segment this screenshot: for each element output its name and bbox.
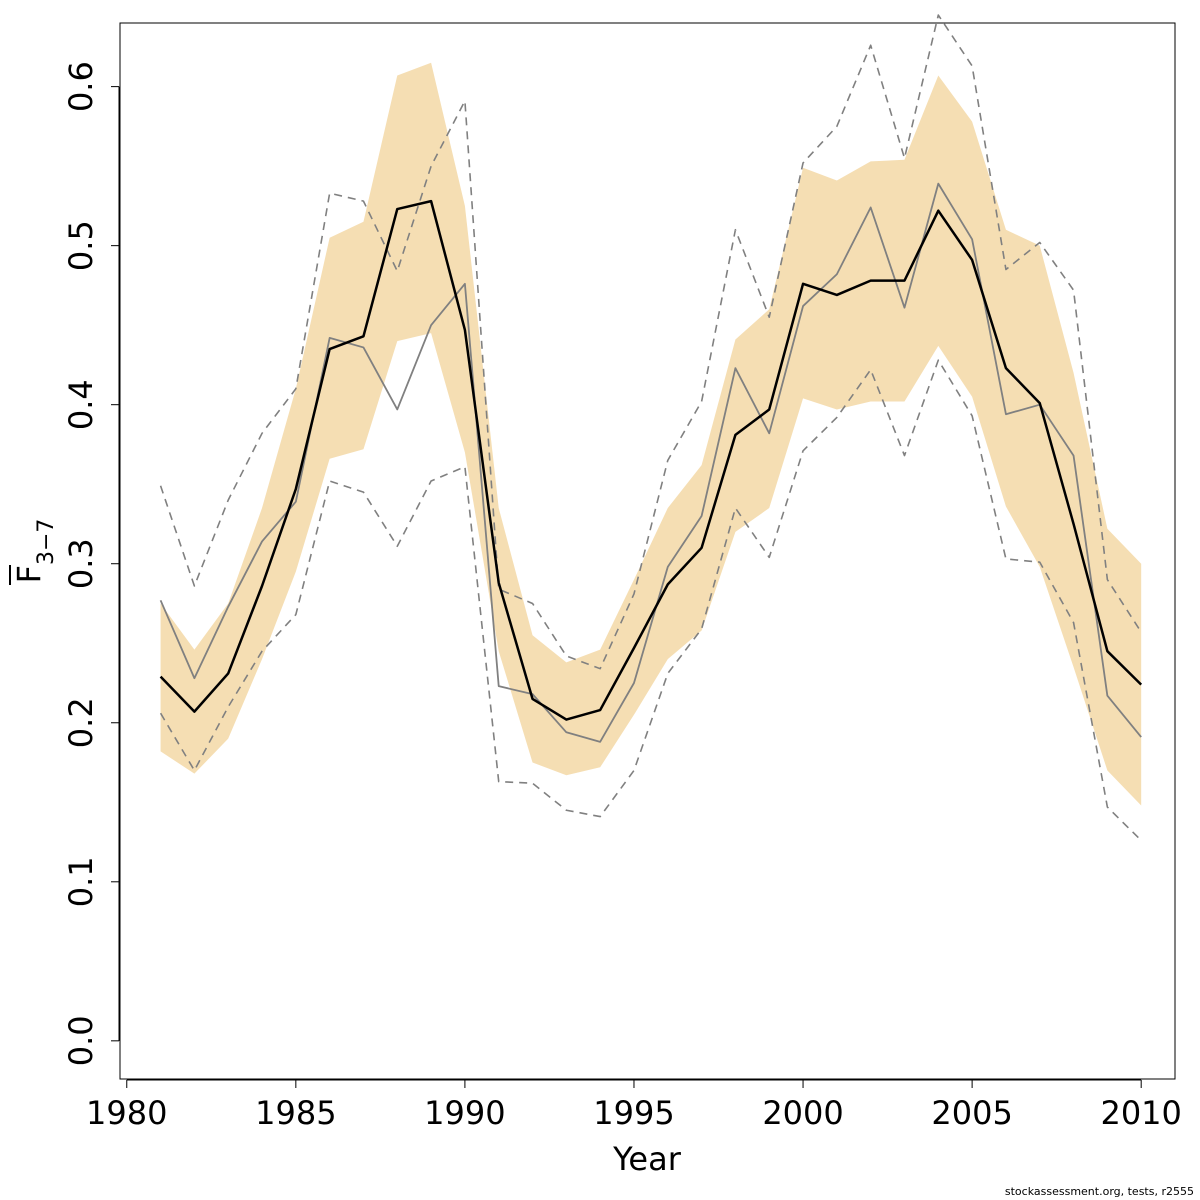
- confidence-band-layer: [160, 62, 1142, 806]
- y-axis-title-subscript: 3−7: [34, 519, 59, 565]
- x-tick-label: 1995: [593, 1094, 674, 1132]
- series-lines-layer: [159, 14, 1143, 842]
- comparison-upper-line: [159, 14, 1142, 670]
- y-tick-label: 0.5: [62, 220, 100, 271]
- x-tick-label: 2000: [762, 1094, 843, 1132]
- svg-text:F3−7: F3−7: [10, 519, 59, 584]
- footnote: stockassessment.org, tests, r2555: [1004, 1185, 1194, 1198]
- y-axis-title: F3−7: [9, 519, 59, 585]
- x-axis-title: Year: [612, 1140, 682, 1178]
- y-axis-title-base: F: [10, 565, 48, 583]
- x-tick-label: 2005: [931, 1094, 1012, 1132]
- confidence-band: [160, 62, 1142, 806]
- y-tick-label: 0.6: [62, 61, 100, 112]
- plot-frame: [119, 22, 1176, 1080]
- y-tick-label: 0.2: [62, 697, 100, 748]
- comparison-line: [159, 182, 1142, 743]
- estimate-line: [159, 199, 1143, 721]
- y-tick-label: 0.3: [62, 538, 100, 589]
- y-tick-label: 0.1: [62, 856, 100, 907]
- x-tick-label: 1980: [86, 1094, 167, 1132]
- x-tick-label: 2010: [1100, 1094, 1181, 1132]
- y-tick-label: 0.4: [62, 379, 100, 430]
- comparison-lower-line: [159, 359, 1142, 842]
- x-tick-label: 1990: [424, 1094, 505, 1132]
- x-tick-label: 1985: [255, 1094, 336, 1132]
- y-axis: 0.0 0.1 0.2 0.3 0.4 0.5 0.6: [62, 61, 120, 1066]
- y-tick-label: 0.0: [62, 1015, 100, 1066]
- x-axis: 1980 1985 1990 1995 2000 2005 2010: [86, 1079, 1182, 1132]
